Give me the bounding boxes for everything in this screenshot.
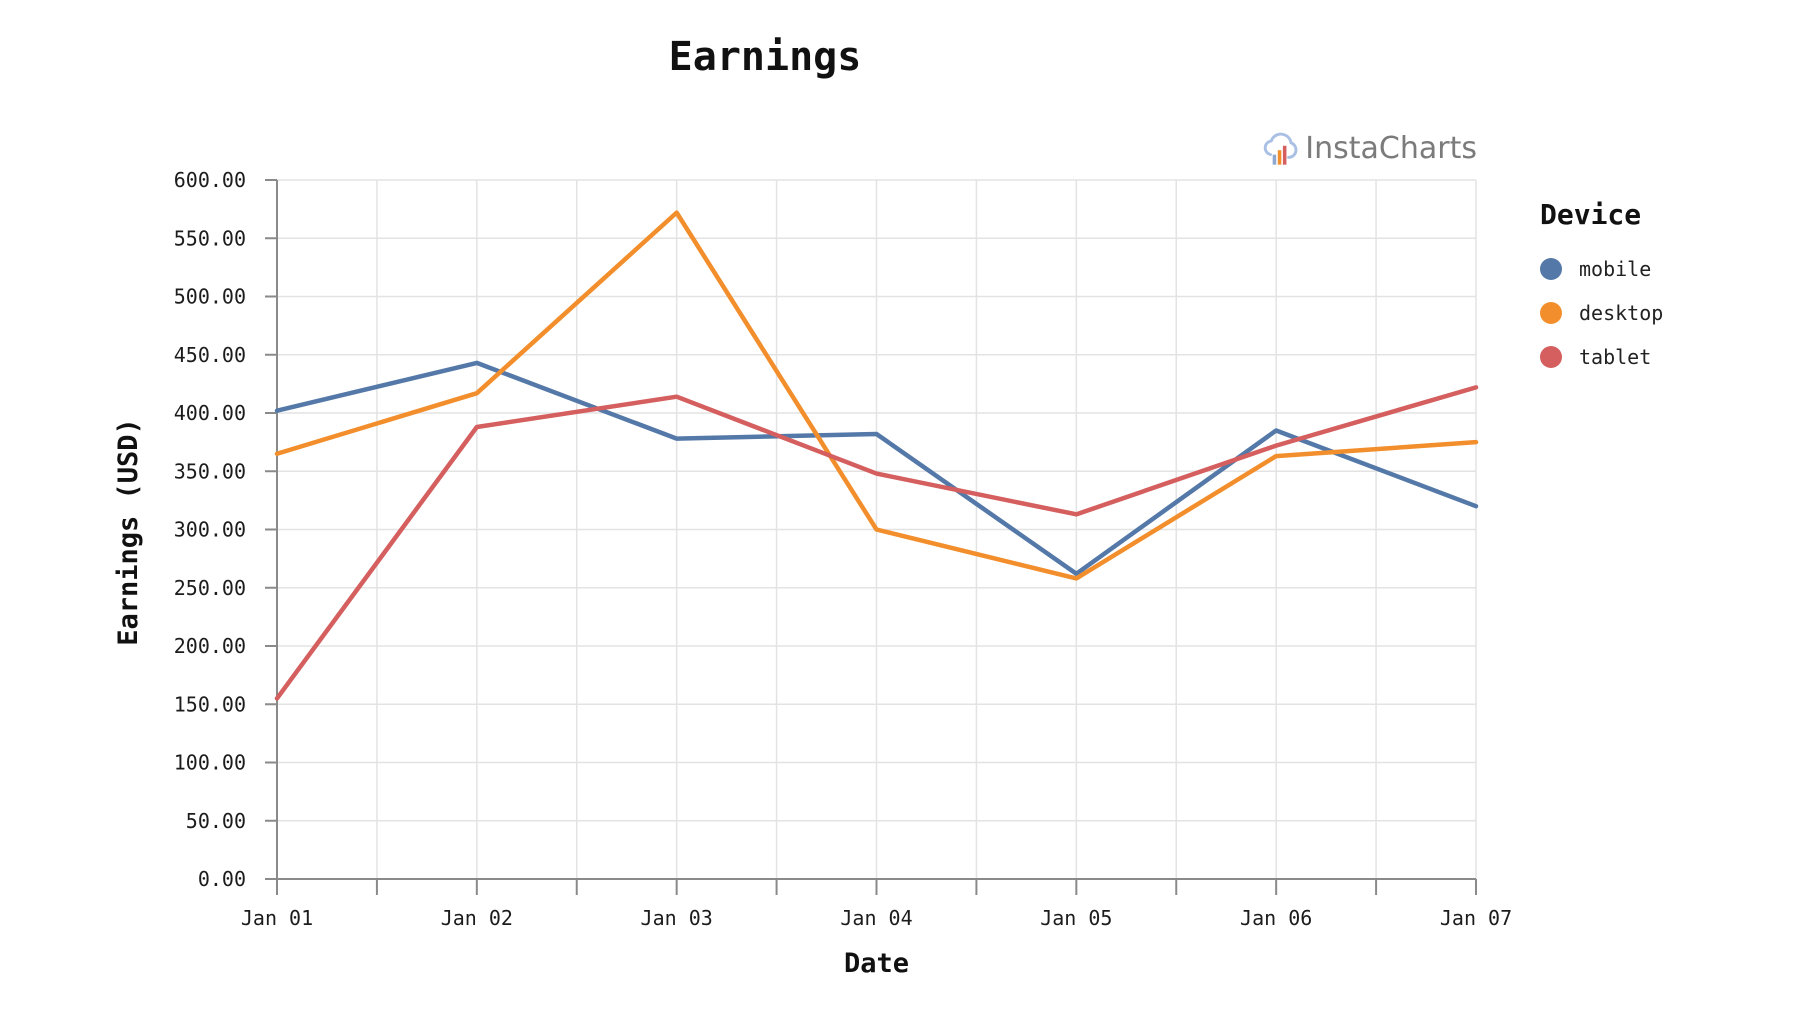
series-line-mobile — [274, 360, 1479, 577]
series-line-desktop — [274, 210, 1479, 581]
legend-item-mobile: mobile — [1540, 247, 1663, 291]
legend-swatch-tablet — [1540, 346, 1562, 368]
mini-bar-red — [1283, 145, 1287, 165]
legend-item-label: desktop — [1579, 301, 1664, 325]
legend-swatch-desktop — [1540, 302, 1562, 324]
watermark: InstaCharts — [1255, 128, 1477, 168]
y-tick-label: 150.00 — [174, 692, 246, 716]
x-tick-label: Jan 05 — [1040, 906, 1112, 930]
series-line-tablet — [274, 385, 1479, 701]
legend-title: Device — [1540, 198, 1642, 231]
y-tick-label: 350.00 — [174, 459, 246, 483]
y-tick-label: 600.00 — [174, 168, 246, 192]
y-axis-title: Earnings (USD) — [113, 418, 144, 646]
cloud-outline — [1264, 132, 1298, 159]
x-tick-label: Jan 01 — [241, 906, 313, 930]
y-tick-label: 100.00 — [174, 751, 246, 775]
legend: Device mobile desktop tablet — [1540, 198, 1663, 379]
legend-item-tablet: tablet — [1540, 335, 1663, 379]
y-tick-label: 50.00 — [186, 809, 246, 833]
chart-title: Earnings — [668, 34, 862, 80]
y-tick-label: 550.00 — [174, 226, 246, 250]
y-tick-label: 0.00 — [198, 867, 246, 891]
y-tick-label: 400.00 — [174, 401, 246, 425]
instacharts-cloud-icon — [1264, 132, 1298, 165]
x-tick-label: Jan 03 — [641, 906, 713, 930]
legend-items: mobile desktop tablet — [1540, 247, 1663, 379]
legend-swatch-mobile — [1540, 258, 1562, 280]
mini-bar-blue — [1272, 154, 1277, 165]
y-tick-label: 500.00 — [174, 285, 246, 309]
mini-bar-orange — [1278, 150, 1282, 165]
watermark-text: InstaCharts — [1305, 130, 1477, 166]
y-tick-label: 250.00 — [174, 576, 246, 600]
x-tick-label: Jan 06 — [1240, 906, 1312, 930]
legend-item-desktop: desktop — [1540, 291, 1663, 335]
x-tick-label: Jan 04 — [840, 906, 912, 930]
legend-item-label: tablet — [1579, 345, 1652, 369]
legend-item-label: mobile — [1579, 257, 1652, 281]
x-axis-title: Date — [843, 948, 910, 979]
x-tick-label: Jan 02 — [441, 906, 513, 930]
y-tick-label: 450.00 — [174, 343, 246, 367]
y-tick-label: 300.00 — [174, 518, 246, 542]
y-tick-label: 200.00 — [174, 634, 246, 658]
x-tick-label: Jan 07 — [1440, 906, 1512, 930]
